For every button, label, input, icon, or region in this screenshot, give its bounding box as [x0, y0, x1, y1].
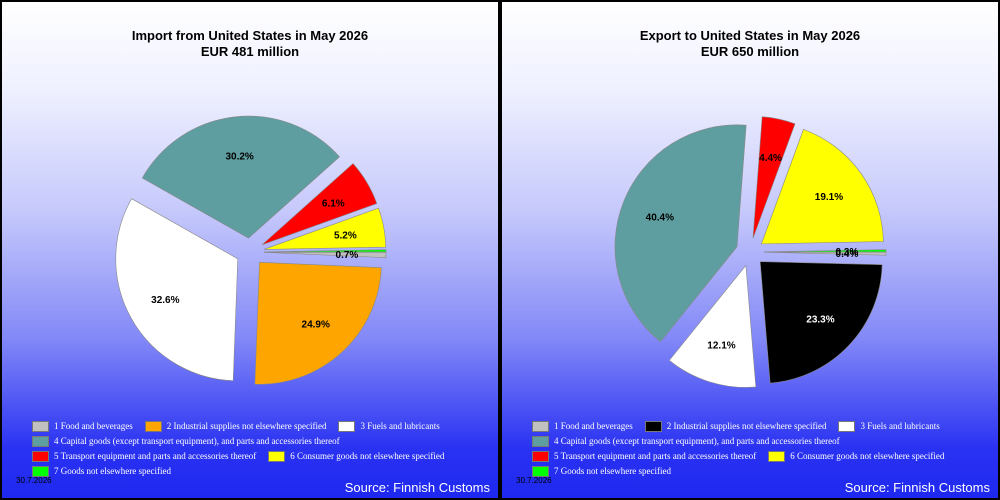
legend-swatch: [532, 421, 549, 432]
legend-label: 7 Goods not elsewhere specified: [554, 466, 671, 476]
legend-label: 1 Food and beverages: [554, 421, 633, 431]
pie-slice-label: 0.4%: [836, 249, 859, 260]
legend-item-other: 7 Goods not elsewhere specified: [32, 464, 171, 479]
pie-slice: [263, 252, 387, 258]
pie-slice: [115, 198, 239, 382]
legend-label: 4 Capital goods (except transport equipm…: [54, 436, 340, 446]
legend-item-food: 1 Food and beverages: [32, 419, 133, 434]
pie-slice-label: 5.2%: [334, 230, 357, 241]
legend-item-industrial: 2 Industrial supplies not elsewhere spec…: [644, 419, 827, 434]
legend-label: 3 Fuels and lubricants: [860, 421, 940, 431]
legend-item-consumer: 6 Consumer goods not elsewhere specified: [768, 449, 944, 464]
pie-slice: [760, 128, 884, 245]
pie-slice: [763, 249, 887, 253]
pie-slice-label: 0.7%: [336, 250, 359, 261]
export-pie-chart: 0.4% 23.3% 12.1% 40.4% 4.4% 19.1% 0.3%: [614, 116, 887, 388]
pie-slice-label: 30.2%: [225, 152, 253, 163]
legend-swatch: [532, 466, 549, 477]
legend-label: 2 Industrial supplies not elsewhere spec…: [666, 421, 827, 431]
legend-item-transport: 5 Transport equipment and parts and acce…: [32, 449, 256, 464]
legend-item-fuels: 3 Fuels and lubricants: [338, 419, 440, 434]
legend-swatch: [32, 436, 49, 447]
legend-swatch: [338, 421, 356, 432]
legend-swatch: [32, 421, 49, 432]
legend-item-transport: 5 Transport equipment and parts and acce…: [532, 449, 756, 464]
legend-label: 4 Capital goods (except transport equipm…: [554, 436, 840, 446]
pie-slice: [141, 115, 340, 239]
chart-title: Export to United States in May 2026 EUR …: [502, 28, 998, 60]
legend-swatch: [644, 421, 662, 432]
legend-item-capital: 4 Capital goods (except transport equipm…: [32, 434, 340, 449]
legend-item-capital: 4 Capital goods (except transport equipm…: [532, 434, 840, 449]
legend: 1 Food and beverages 2 Industrial suppli…: [32, 419, 492, 479]
pie-slice-label: 4.4%: [759, 153, 782, 164]
legend-item-industrial: 2 Industrial supplies not elsewhere spec…: [144, 419, 327, 434]
legend-label: 7 Goods not elsewhere specified: [54, 466, 171, 476]
pie-slice: [763, 251, 887, 256]
legend-swatch: [768, 451, 786, 462]
legend-swatch: [532, 451, 549, 462]
source-label: Source: Finnish Customs: [844, 480, 990, 495]
date-stamp: 30.7.2026: [16, 476, 52, 485]
legend-swatch: [32, 451, 49, 462]
legend-label: 5 Transport equipment and parts and acce…: [554, 451, 757, 461]
pie-slice: [614, 124, 747, 343]
source-label: Source: Finnish Customs: [344, 480, 490, 495]
legend-item-consumer: 6 Consumer goods not elsewhere specified: [268, 449, 444, 464]
legend-label: 2 Industrial supplies not elsewhere spec…: [166, 421, 327, 431]
legend-label: 6 Consumer goods not elsewhere specified: [290, 451, 445, 461]
legend-swatch: [838, 421, 856, 432]
legend-item-fuels: 3 Fuels and lubricants: [838, 419, 940, 434]
pie-slice: [261, 163, 378, 246]
pie-slice: [668, 264, 757, 388]
chart-subtitle: EUR 481 million: [200, 44, 300, 59]
legend-item-other: 7 Goods not elsewhere specified: [532, 464, 671, 479]
pie-slice: [263, 207, 387, 250]
pie-slice-label: 24.9%: [302, 319, 330, 330]
legend-item-food: 1 Food and beverages: [532, 419, 633, 434]
pie-slice-label: 23.3%: [806, 315, 834, 326]
pie-slice-label: 12.1%: [707, 341, 735, 352]
chart-title-line: Import from United States in May 2026: [131, 28, 369, 43]
legend-swatch: [32, 466, 49, 477]
pie-slice: [752, 116, 796, 239]
legend-label: 1 Food and beverages: [54, 421, 133, 431]
import-chart-panel: Import from United States in May 2026 EU…: [0, 0, 500, 500]
legend-label: 5 Transport equipment and parts and acce…: [54, 451, 257, 461]
pie-slice-label: 6.1%: [322, 198, 345, 209]
pie-slice-label: 32.6%: [151, 295, 179, 306]
legend-swatch: [144, 421, 162, 432]
chart-title-line: Export to United States in May 2026: [639, 28, 861, 43]
pie-slice: [759, 261, 883, 384]
legend-label: 6 Consumer goods not elsewhere specified: [790, 451, 945, 461]
export-chart-panel: Export to United States in May 2026 EUR …: [500, 0, 1000, 500]
legend-swatch: [532, 436, 549, 447]
pie-slice-label: 19.1%: [815, 192, 843, 203]
chart-subtitle: EUR 650 million: [700, 44, 800, 59]
pie-slice: [263, 249, 387, 253]
import-pie-chart: 0.7% 24.9% 32.6% 30.2% 6.1% 5.2%: [115, 115, 387, 385]
chart-title: Import from United States in May 2026 EU…: [2, 28, 498, 60]
date-stamp: 30.7.2026: [516, 476, 552, 485]
pie-slice-label: 0.3%: [836, 247, 859, 258]
pie-slice-label: 40.4%: [646, 212, 674, 223]
pie-slice: [254, 261, 382, 385]
legend-swatch: [268, 451, 286, 462]
legend: 1 Food and beverages 2 Industrial suppli…: [532, 419, 992, 479]
legend-label: 3 Fuels and lubricants: [360, 421, 440, 431]
